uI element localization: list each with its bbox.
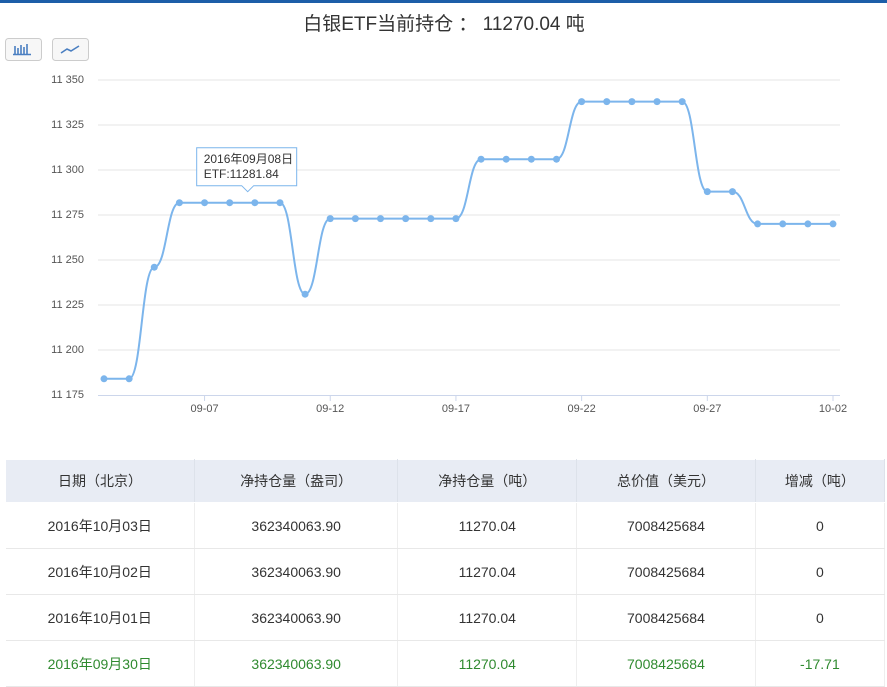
y-tick-label: 11 250 [51,254,84,266]
point [351,215,359,223]
point [578,98,586,106]
point [402,215,410,223]
top-bar [0,0,887,3]
y-tick-label: 11 225 [51,299,84,311]
table-cell: 11270.04 [397,594,578,641]
table-cell: 7008425684 [576,502,756,549]
column-header: 增减（吨） [754,459,886,503]
y-tick-label: 11 275 [51,209,84,221]
point [628,98,636,106]
table-cell: 362340063.90 [194,594,399,641]
y-tick-label: 11 175 [51,389,84,401]
point [603,98,611,106]
point [502,155,510,163]
point [728,188,736,196]
point [226,199,234,207]
point [829,220,837,228]
table-cell: 2016年09月30日 [5,640,195,687]
table-cell: 362340063.90 [194,640,399,687]
table-cell: 11270.04 [397,640,578,687]
table-cell: 362340063.90 [194,502,399,549]
point [301,290,309,298]
table-cell: 7008425684 [576,640,756,687]
y-tick-label: 11 325 [51,119,84,131]
table-row: 2016年10月03日 362340063.90 11270.04 700842568… [5,502,886,549]
point [804,220,812,228]
table-cell: 7008425684 [576,548,756,595]
bar-chart-button[interactable] [5,38,42,61]
table-cell: 0 [755,502,886,549]
point [427,215,435,223]
y-tick-label: 11 350 [51,74,84,86]
column-header: 净持仓量（吨） [397,459,578,503]
tooltip-box [196,147,298,193]
table-cell: 362340063.90 [194,548,399,595]
point [653,98,661,106]
point [150,263,158,271]
x-tick-label: 09-17 [442,403,470,415]
point [703,188,711,196]
table-cell: 11270.04 [397,548,578,595]
x-tick-label: 09-27 [693,403,721,415]
table-cell: 0 [755,594,886,641]
line [104,100,833,380]
y-tick-label: 11 200 [51,344,84,356]
data-table: 日期（北京） 净持仓量（盎司） 净持仓量（吨） 总价值（美元） 增减（吨） 20… [5,459,886,687]
point [754,220,762,228]
point [276,199,284,207]
chart: 白银ETF当前持仓 ： 11270.04 吨 11 175 11 200 11 22… [0,0,887,415]
point [377,215,385,223]
point [100,375,108,383]
x-tick-label: 10-02 [819,403,847,415]
table-cell: 11270.04 [397,502,578,549]
point [678,98,686,106]
table-cell: 2016年10月02日 [5,548,195,595]
chart-title: 白银ETF当前持仓 ： 11270.04 吨 [303,13,585,35]
table-row: 2016年10月01日 362340063.90 11270.04 700842568… [5,594,886,641]
tooltip-date: 2016年09月08日 [204,152,293,166]
table-cell: 2016年10月03日 [5,502,195,549]
tooltip-value: ETF:11281.84 [204,167,279,181]
table-cell: -17.71 [755,640,886,687]
table-cell: 2016年10月01日 [5,594,195,641]
table-row: 2016年09月30日 362340063.90 11270.04 700842568… [5,640,886,687]
x-tick-label: 09-22 [568,403,596,415]
x-tick-label: 09-07 [190,403,218,415]
point [175,199,183,207]
column-header: 净持仓量（盎司） [193,459,399,503]
point [326,215,334,223]
point [779,220,787,228]
table-cell: 0 [755,548,886,595]
x-tick-label: 09-12 [316,403,344,415]
line-chart-button[interactable] [52,38,89,61]
point [527,155,535,163]
y-tick-label: 11 300 [51,164,84,176]
table-row: 2016年10月02日 362340063.90 11270.04 700842568… [5,548,886,595]
point [552,155,560,163]
point [201,199,209,207]
column-header: 日期（北京） [5,459,195,503]
point [452,215,460,223]
column-header: 总价值（美元） [576,459,756,503]
table-cell: 7008425684 [576,594,756,641]
point [125,375,133,383]
point [251,199,259,207]
point [477,155,485,163]
